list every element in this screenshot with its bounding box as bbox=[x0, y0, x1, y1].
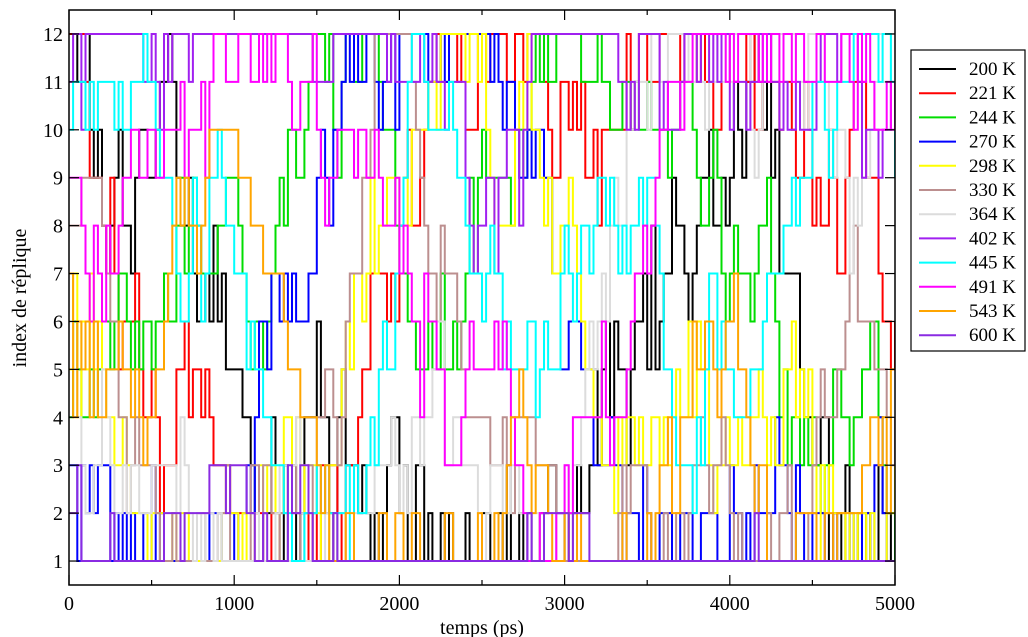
legend-box bbox=[910, 49, 1026, 352]
y-tick-label: 4 bbox=[53, 407, 63, 429]
y-tick-label: 7 bbox=[53, 264, 63, 286]
legend-label: 221 K bbox=[969, 83, 1016, 104]
legend-label: 244 K bbox=[969, 107, 1016, 128]
legend-label: 270 K bbox=[969, 132, 1016, 153]
legend-label: 600 K bbox=[969, 325, 1016, 346]
x-tick-label: 3000 bbox=[545, 593, 585, 615]
series-line-445-k bbox=[69, 33, 895, 562]
x-tick-label: 1000 bbox=[214, 593, 254, 615]
x-tick-label: 5000 bbox=[875, 593, 915, 615]
y-tick-label: 8 bbox=[53, 216, 63, 238]
legend-label: 298 K bbox=[969, 156, 1016, 177]
y-tick-label: 5 bbox=[53, 359, 63, 381]
y-tick-label: 2 bbox=[53, 503, 63, 525]
series-line-491-k bbox=[69, 33, 895, 562]
legend-label: 543 K bbox=[969, 301, 1016, 322]
y-tick-label: 12 bbox=[43, 24, 63, 46]
y-tick-label: 9 bbox=[53, 168, 63, 190]
series-line-364-k bbox=[69, 33, 895, 562]
x-axis-title: temps (ps) bbox=[440, 617, 524, 637]
legend: 200 K 221 K 244 K 270 K 298 K 330 K 364 K 402 K… bbox=[910, 49, 1026, 352]
x-tick-label: 4000 bbox=[710, 593, 750, 615]
y-tick-label: 6 bbox=[53, 311, 63, 333]
legend-label: 200 K bbox=[969, 59, 1016, 80]
y-tick-label: 1 bbox=[53, 551, 63, 573]
x-tick-label: 0 bbox=[64, 593, 74, 615]
y-tick-label: 10 bbox=[43, 120, 63, 142]
x-tick-label: 2000 bbox=[379, 593, 419, 615]
y-axis-title: index de réplique bbox=[9, 228, 31, 367]
y-tick-label: 3 bbox=[53, 455, 63, 477]
series-line-600-k bbox=[69, 464, 895, 562]
series-layer bbox=[69, 33, 895, 562]
legend-label: 445 K bbox=[969, 253, 1016, 274]
legend-label: 330 K bbox=[969, 180, 1016, 201]
x-axis: 0 1000 2000 3000 4000 5000 bbox=[64, 10, 915, 615]
legend-label: 364 K bbox=[969, 204, 1016, 225]
legend-label: 402 K bbox=[969, 228, 1016, 249]
legend-label: 491 K bbox=[969, 277, 1016, 298]
y-tick-label: 11 bbox=[44, 72, 63, 94]
